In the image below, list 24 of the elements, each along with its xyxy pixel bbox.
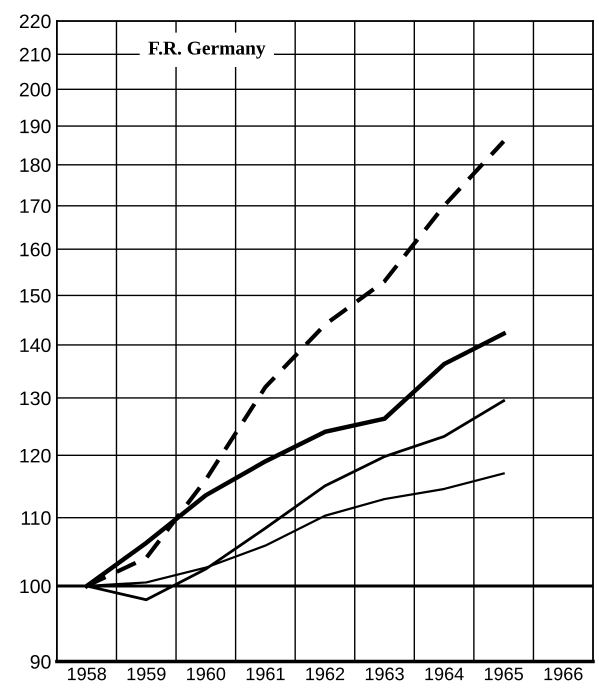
y-tick-label: 150 [20, 288, 51, 303]
y-tick-label: 210 [20, 48, 51, 62]
y-tick-label: 200 [20, 82, 51, 97]
x-tick-label: 1961 [246, 668, 285, 680]
y-tick-label: 100 [20, 579, 51, 594]
y-tick-label: 110 [22, 511, 51, 525]
y-tick-label: 120 [20, 448, 51, 463]
x-tick-label: 1963 [366, 668, 404, 680]
y-tick-label: 160 [20, 242, 51, 256]
y-tick-label: 130 [20, 391, 51, 406]
y-tick-label: 220 [20, 14, 51, 28]
x-tick-label: 1964 [425, 668, 464, 680]
x-tick-label: 1965 [484, 668, 523, 680]
y-tick-label: 90 [30, 654, 51, 669]
x-tick-label: 1958 [68, 668, 106, 680]
x-tick-label: 1966 [544, 668, 583, 680]
x-tick-label: 1960 [187, 668, 226, 680]
x-tick-label: 1959 [128, 668, 166, 680]
text: F.R. Germany [148, 42, 266, 59]
y-tick-label: 170 [20, 199, 51, 213]
y-tick-label: 180 [20, 158, 51, 172]
x-tick-label: 1962 [306, 668, 344, 680]
y-tick-label: 140 [20, 338, 51, 352]
y-tick-label: 190 [20, 120, 51, 134]
